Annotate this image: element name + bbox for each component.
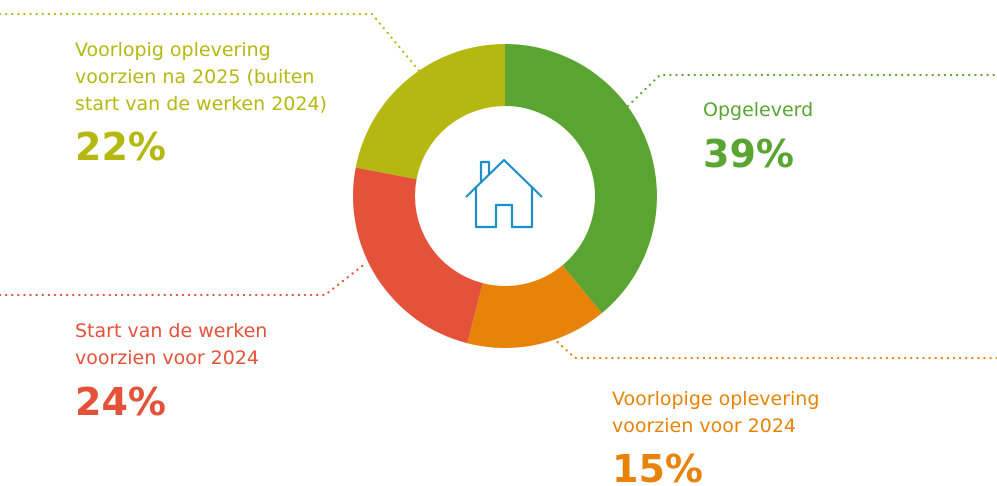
category-label: Opgeleverd: [703, 99, 814, 121]
leader-line: [0, 261, 368, 297]
leader-line: [626, 73, 997, 108]
donut-segment: [355, 44, 505, 180]
category-label: Voorlopige oplevering voorzien voor 2024: [612, 388, 820, 437]
value-label: 15%: [612, 447, 703, 486]
leader-line: [0, 12, 422, 74]
donut-segment: [353, 167, 483, 344]
value-label: 22%: [75, 125, 166, 169]
category-label: Start van de werken voorzien voor 2024: [75, 320, 268, 369]
donut-segment: [467, 265, 602, 348]
house-icon: [465, 158, 543, 229]
donut-segment: [505, 44, 658, 314]
value-label: 24%: [75, 380, 166, 424]
leader-line: [551, 336, 997, 360]
donut: [353, 44, 658, 348]
category-label: Voorlopig oplevering voorzien na 2025 (b…: [75, 39, 327, 115]
value-label: 39%: [703, 132, 794, 176]
